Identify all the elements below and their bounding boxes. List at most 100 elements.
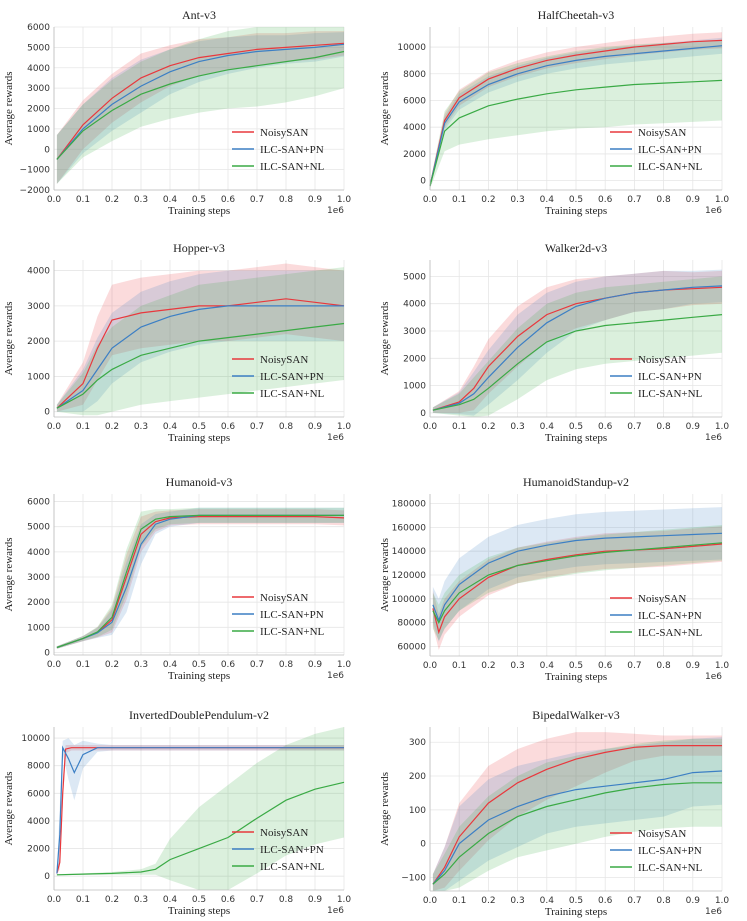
band-ilc-san-nl <box>56 27 345 184</box>
x-tick-label: 0.6 <box>598 422 613 432</box>
y-tick-label: 200 <box>409 772 426 782</box>
x-tick-label: 0.9 <box>308 195 323 205</box>
y-tick-label: 120000 <box>392 571 427 581</box>
legend-label: ILC-SAN+PN <box>260 609 324 621</box>
x-tick-label: 0.3 <box>510 661 524 671</box>
line-noisysan <box>429 39 723 187</box>
y-tick-label: 4000 <box>403 300 426 310</box>
line-noisysan <box>56 298 345 409</box>
y-tick-label: 100000 <box>392 595 427 605</box>
x-tick-label: 0.1 <box>452 422 466 432</box>
y-tick-label: 140000 <box>392 547 427 557</box>
x-tick-label: 0.6 <box>221 195 236 205</box>
x-tick-label: 1.0 <box>337 660 352 670</box>
line-ilc-san-pn <box>432 532 723 622</box>
subplot-6: 0.0 0.1 0.2 0.3 0.4 0.5 0.6 0.7 0.8 0.9 1.0 60000 80… <box>379 475 729 683</box>
x-tick-label: 1.0 <box>715 661 730 671</box>
x-tick-label: 0.2 <box>105 895 119 905</box>
x-tick-label: 0.7 <box>627 896 641 906</box>
y-tick-label: 5000 <box>27 43 50 53</box>
legend-label: NoisySAN <box>638 828 686 840</box>
x-tick-label: 0.4 <box>163 895 178 905</box>
x-tick-label: 0.4 <box>163 422 178 432</box>
band-noisysan <box>432 526 722 650</box>
y-tick-label: 3000 <box>403 327 426 337</box>
x-tick-label: 0.9 <box>308 660 323 670</box>
x-axis-offset: 1e6 <box>705 907 722 917</box>
y-tick-label: 1000 <box>27 623 50 633</box>
x-tick-label: 0.5 <box>569 896 583 906</box>
y-tick-label: 4000 <box>27 548 50 558</box>
y-tick-label: 60000 <box>397 642 426 652</box>
legend-label: ILC-SAN+NL <box>638 161 703 173</box>
x-tick-label: 0.7 <box>627 661 641 671</box>
y-tick-label: 3000 <box>27 302 50 312</box>
x-tick-label: 0.6 <box>598 661 613 671</box>
band-ilc-san-nl <box>56 727 345 890</box>
x-axis-label: Training steps <box>168 905 230 917</box>
x-tick-label: 0.5 <box>192 895 206 905</box>
x-axis-offset: 1e6 <box>327 671 344 681</box>
x-tick-label: 0.3 <box>134 660 148 670</box>
x-tick-label: 0.2 <box>481 661 495 671</box>
y-tick-label: 8000 <box>27 762 50 772</box>
x-tick-label: 0.6 <box>221 422 236 432</box>
band-ilc-san-pn <box>432 737 722 891</box>
band-ilc-san-nl <box>432 525 722 641</box>
x-tick-label: 0.7 <box>250 895 264 905</box>
x-tick-label: 0.7 <box>250 422 264 432</box>
y-tick-label: 6000 <box>27 789 50 799</box>
y-tick-label: 4000 <box>27 817 50 827</box>
band-noisysan <box>430 32 722 189</box>
x-tick-label: 0.8 <box>279 660 294 670</box>
line-ilc-san-nl <box>429 79 723 187</box>
y-tick-label: 4000 <box>27 64 50 74</box>
x-tick-label: 0.3 <box>510 195 524 205</box>
x-axis-offset: 1e6 <box>705 206 722 216</box>
x-tick-label: 0.2 <box>481 896 495 906</box>
y-tick-label: 10000 <box>397 43 426 53</box>
y-tick-label: 0 <box>420 840 426 850</box>
legend-label: ILC-SAN+NL <box>260 388 325 400</box>
y-axis-label: Average rewards <box>3 537 15 611</box>
x-tick-label: 0.9 <box>308 422 323 432</box>
y-tick-label: 0 <box>44 145 50 155</box>
x-axis-offset: 1e6 <box>327 206 344 216</box>
x-tick-label: 0.8 <box>279 895 294 905</box>
legend-label: ILC-SAN+NL <box>638 862 703 874</box>
y-tick-label: 0 <box>44 648 50 658</box>
legend-label: NoisySAN <box>260 592 308 604</box>
line-noisysan <box>432 543 723 635</box>
legend-label: ILC-SAN+NL <box>260 861 325 873</box>
x-tick-label: 0.8 <box>656 195 671 205</box>
band-ilc-san-pn <box>432 507 722 642</box>
x-tick-label: 0.0 <box>47 895 62 905</box>
x-tick-label: 0.0 <box>423 896 438 906</box>
x-tick-label: 0.0 <box>423 661 438 671</box>
y-tick-label: 6000 <box>27 23 50 33</box>
x-tick-label: 0.2 <box>105 422 119 432</box>
line-ilc-san-nl <box>56 50 345 160</box>
legend-label: NoisySAN <box>638 127 686 139</box>
y-tick-label: 180000 <box>392 500 427 510</box>
legend-label: ILC-SAN+NL <box>260 626 325 638</box>
y-axis-label: Average rewards <box>3 301 15 375</box>
y-tick-label: 2000 <box>403 150 426 160</box>
y-tick-label: 0 <box>44 408 50 418</box>
line-ilc-san-pn <box>56 305 344 409</box>
x-tick-label: 0.7 <box>627 422 641 432</box>
y-tick-label: 2000 <box>27 105 50 115</box>
legend-label: NoisySAN <box>638 354 686 366</box>
x-tick-label: 0.7 <box>250 195 264 205</box>
y-tick-label: 8000 <box>403 70 426 80</box>
x-tick-label: 0.6 <box>221 895 236 905</box>
y-axis-label: Average rewards <box>3 771 15 845</box>
x-axis-offset: 1e6 <box>705 433 722 443</box>
y-tick-label: 2000 <box>27 337 50 347</box>
band-ilc-san-nl <box>432 738 722 891</box>
x-axis-label: Training steps <box>168 432 230 444</box>
line-ilc-san-pn <box>429 45 723 187</box>
x-tick-label: 0.1 <box>76 895 90 905</box>
legend-label: NoisySAN <box>260 127 308 139</box>
